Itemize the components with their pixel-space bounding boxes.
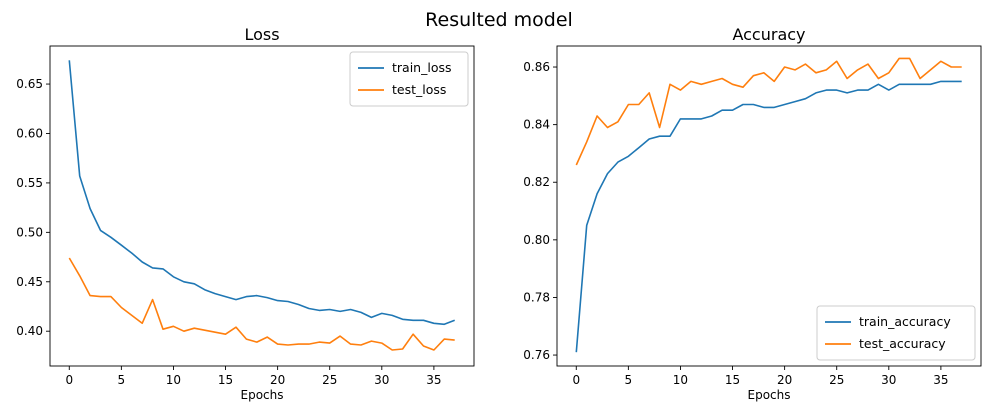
accuracy-panel: Accuracy 0 5 10 15 20 25 30 35 0.76 0.78 0.80 0.82 0.… <box>523 25 982 402</box>
y-tick-label: 0.60 <box>16 126 43 140</box>
legend-box <box>816 305 976 361</box>
x-tick-label: 35 <box>933 373 948 387</box>
figure-title: Resulted model <box>425 9 573 31</box>
x-tick-label: 20 <box>270 373 285 387</box>
x-axis-label: Epochs <box>748 388 791 402</box>
x-tick-label: 0 <box>572 373 580 387</box>
legend-box <box>349 51 469 107</box>
y-tick-label: 0.82 <box>523 175 550 189</box>
y-tick-label: 0.78 <box>523 290 550 304</box>
x-tick-label: 20 <box>777 373 792 387</box>
y-tick-label: 0.40 <box>16 324 43 338</box>
legend-label: test_accuracy <box>859 336 946 351</box>
axes-frame <box>49 45 475 367</box>
x-tick-label: 10 <box>166 373 181 387</box>
x-tick-label: 15 <box>218 373 233 387</box>
legend-label: train_accuracy <box>859 314 951 329</box>
panel-title: Loss <box>244 25 279 44</box>
y-tick-label: 0.84 <box>523 118 550 132</box>
y-tick-label: 0.80 <box>523 233 550 247</box>
y-tick-label: 0.65 <box>16 77 43 91</box>
x-tick-label: 5 <box>118 373 126 387</box>
series-line-test_accuracy <box>575 57 962 166</box>
y-tick-label: 0.55 <box>16 176 43 190</box>
loss-panel: Loss 0 5 10 15 20 25 30 35 0.40 0.45 0.50 0.55 0.60 0.… <box>16 25 475 402</box>
series-line-train_accuracy <box>575 80 962 353</box>
x-tick-label: 10 <box>673 373 688 387</box>
series-line-test_loss <box>68 257 455 351</box>
x-axis-label: Epochs <box>241 388 284 402</box>
series-line-train_loss <box>68 60 455 326</box>
x-tick-label: 30 <box>374 373 389 387</box>
y-tick-label: 0.76 <box>523 348 550 362</box>
x-tick-label: 30 <box>881 373 896 387</box>
x-tick-label: 5 <box>625 373 633 387</box>
x-tick-label: 35 <box>426 373 441 387</box>
y-tick-label: 0.86 <box>523 60 550 74</box>
x-tick-label: 25 <box>829 373 844 387</box>
y-tick-label: 0.45 <box>16 275 43 289</box>
x-tick-label: 0 <box>65 373 73 387</box>
legend-label: test_loss <box>392 82 446 97</box>
x-tick-label: 25 <box>322 373 337 387</box>
legend-label: train_loss <box>392 60 452 75</box>
legend: train_accuracy test_accuracy <box>816 305 976 361</box>
axes-frame <box>556 45 982 367</box>
panel-title: Accuracy <box>732 25 805 44</box>
x-tick-label: 15 <box>725 373 740 387</box>
legend: train_loss test_loss <box>349 51 469 107</box>
y-tick-label: 0.50 <box>16 225 43 239</box>
